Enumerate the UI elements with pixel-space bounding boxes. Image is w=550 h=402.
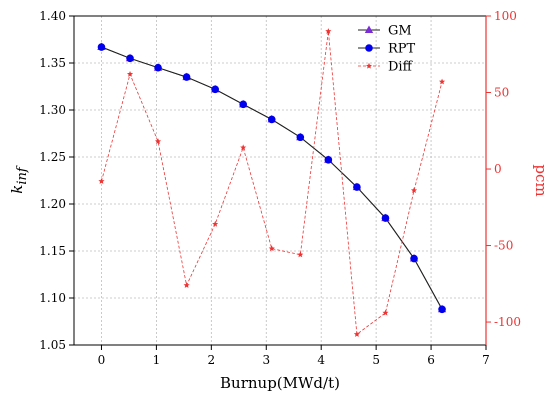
series — [97, 28, 447, 337]
data-point-rpt — [239, 100, 247, 109]
x-tick-label: 0 — [98, 353, 106, 367]
x-tick-label: 2 — [208, 353, 216, 367]
y-tick-label: 1.25 — [39, 150, 66, 164]
x-tick-label: 1 — [153, 353, 161, 367]
data-point-diff — [410, 187, 418, 194]
x-axis-title: Burnup(MWd/t) — [220, 374, 340, 392]
data-point-rpt — [126, 54, 134, 63]
x-tick-label: 3 — [262, 353, 270, 367]
data-point-diff — [126, 70, 134, 77]
x-tick-label: 7 — [482, 353, 490, 367]
legend-item-rpt: RPT — [358, 42, 416, 57]
y-tick-label: 1.15 — [39, 244, 66, 258]
data-point-rpt — [353, 183, 361, 191]
data-point-rpt — [97, 43, 106, 51]
y-tick-label: 1.05 — [39, 338, 66, 352]
legend-marker-gm — [364, 25, 374, 33]
data-point-diff — [98, 178, 105, 184]
axes: 1.05 1.10 1.15 1.20 1.25 1.30 1.35 1.40 0 1 2 3 4 5 6 7… — [39, 9, 521, 367]
data-point-diff — [240, 144, 247, 151]
y-right-tick-label: 100 — [494, 9, 517, 23]
legend-label-rpt: RPT — [388, 42, 416, 57]
data-point-diff — [183, 282, 190, 288]
legend-label-diff: Diff — [388, 60, 414, 75]
x-tick-label: 5 — [372, 353, 380, 367]
y-tick-label: 1.35 — [39, 56, 66, 70]
data-point-rpt — [182, 73, 191, 81]
y-axis-title-main: k — [8, 185, 26, 194]
legend: GM RPT Diff — [358, 24, 416, 75]
data-point-rpt — [211, 85, 219, 94]
y-right-tick-label: 0 — [494, 162, 502, 176]
series-line-rpt — [101, 46, 443, 310]
y-right-tick-label: 50 — [494, 86, 509, 100]
y-axis-title-right: pcm — [532, 164, 550, 196]
data-point-rpt — [154, 63, 162, 72]
y-tick-label: 1.30 — [39, 103, 66, 117]
y-right-tick-label: -100 — [494, 315, 521, 329]
grid — [74, 15, 487, 346]
data-point-rpt — [381, 214, 390, 222]
series-gm — [97, 42, 447, 313]
data-point-diff — [297, 251, 304, 258]
y-axis-title-left: kinf — [8, 165, 30, 194]
series-line-gm — [101, 46, 443, 310]
y-tick-label: 1.20 — [39, 197, 66, 211]
data-point-rpt — [296, 133, 305, 142]
data-point-diff — [382, 309, 389, 316]
y-tick-label: 1.40 — [39, 9, 66, 23]
y-tick-label: 1.10 — [39, 291, 66, 305]
data-point-diff — [439, 78, 446, 85]
legend-item-gm: GM — [358, 24, 412, 39]
legend-item-diff: Diff — [358, 60, 414, 75]
series-line-diff — [101, 31, 443, 336]
plot-frame — [73, 15, 487, 346]
data-point-diff — [212, 220, 219, 227]
data-point-diff — [268, 245, 275, 252]
series-rpt — [97, 43, 446, 314]
data-point-rpt — [410, 254, 418, 263]
data-point-diff — [325, 28, 332, 34]
series-diff — [98, 28, 446, 337]
x-tick-label: 4 — [317, 353, 325, 367]
y-right-tick-label: -50 — [494, 239, 513, 253]
legend-marker-diff — [365, 62, 373, 69]
legend-marker-rpt — [365, 44, 373, 52]
data-point-diff — [155, 138, 162, 145]
data-point-diff — [353, 331, 360, 337]
y-axis-title-subscript: inf — [15, 165, 30, 185]
x-tick-label: 6 — [427, 353, 435, 367]
data-point-rpt — [324, 156, 333, 164]
data-point-rpt — [267, 115, 276, 124]
legend-label-gm: GM — [388, 24, 412, 39]
data-point-rpt — [438, 305, 446, 314]
